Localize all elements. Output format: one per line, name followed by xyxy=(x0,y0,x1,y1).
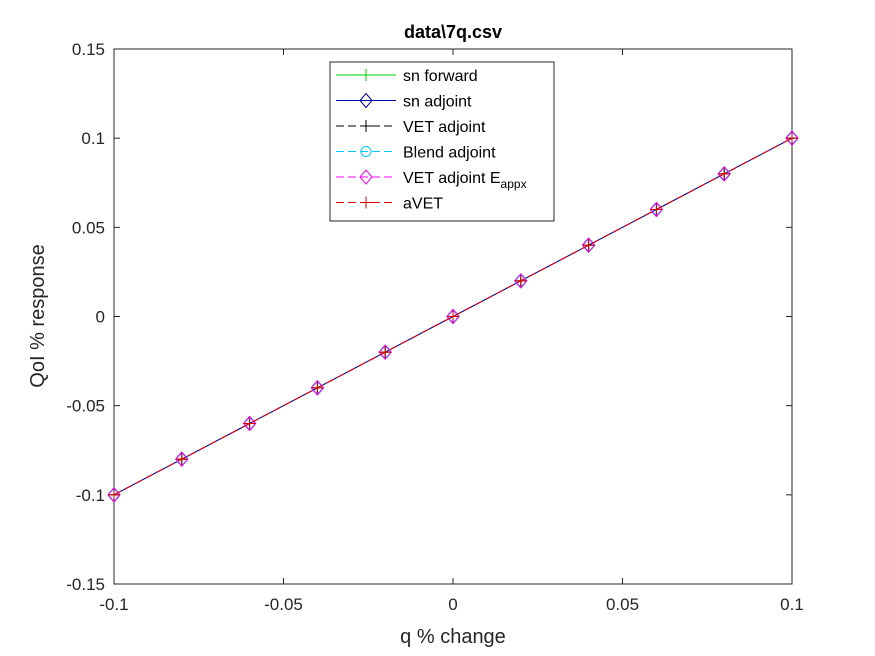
axis-ticks: -0.1 -0.05 0 0.05 0.1-0.15-0.1-0.0500.050.10… xyxy=(66,40,804,614)
series-layer xyxy=(107,130,799,503)
y-tick-label: -0.15 xyxy=(66,575,105,594)
data-point xyxy=(785,130,799,146)
x-tick-label: -0.1 xyxy=(99,595,128,614)
x-tick-label: -0.05 xyxy=(264,595,303,614)
legend-label: sn adjoint xyxy=(403,94,472,111)
legend-entry: sn forward xyxy=(336,68,478,85)
legend-entry: aVET xyxy=(336,196,443,213)
y-tick-label: 0.15 xyxy=(72,40,105,59)
chart-title: data\7q.csv xyxy=(404,22,502,42)
legend-label-subscript: appx xyxy=(501,177,527,191)
legend: sn forward sn adjoint VET adjoint Blend adj… xyxy=(329,61,555,222)
legend-entry: VET adjoint Eappx xyxy=(336,169,527,191)
legend-entry: Blend adjoint xyxy=(336,145,496,162)
y-tick-label: -0.1 xyxy=(76,486,105,505)
data-point xyxy=(359,92,373,109)
legend-entry: sn adjoint xyxy=(336,92,472,111)
x-tick-label: 0 xyxy=(448,595,457,614)
y-tick-label: 0.1 xyxy=(81,129,105,148)
x-tick-label: 0.05 xyxy=(606,595,639,614)
legend-label: sn forward xyxy=(403,68,478,85)
data-point xyxy=(514,273,528,289)
legend-label: VET adjoint Eappx xyxy=(403,170,527,191)
y-tick-label: 0 xyxy=(96,308,105,327)
data-point xyxy=(360,146,372,157)
x-axis-label: q % change xyxy=(400,626,506,648)
y-axis-label: QoI % response xyxy=(27,244,49,387)
legend-label: VET adjoint xyxy=(403,119,486,136)
data-point xyxy=(378,344,392,360)
series-line xyxy=(113,137,793,496)
x-tick-label: 0.1 xyxy=(780,595,804,614)
legend-box xyxy=(329,61,555,222)
legend-label: aVET xyxy=(403,196,443,213)
y-tick-label: -0.05 xyxy=(66,397,105,416)
y-tick-label: 0.05 xyxy=(72,218,105,237)
data-point xyxy=(359,169,373,185)
series-5 xyxy=(108,132,798,501)
legend-label: Blend adjoint xyxy=(403,145,496,162)
data-point xyxy=(175,451,189,467)
legend-entry: VET adjoint xyxy=(336,119,486,136)
data-point xyxy=(717,166,731,182)
